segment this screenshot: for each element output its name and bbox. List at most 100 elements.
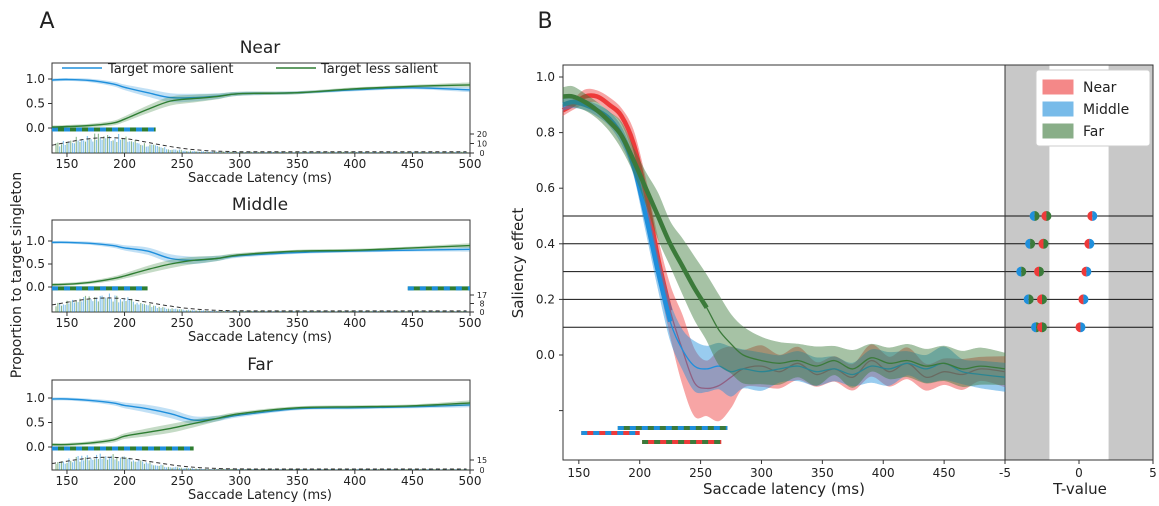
histogram-bar [217,311,219,312]
histogram-bar [252,469,254,470]
t-marker-near-middle [1081,266,1087,277]
histogram-bar [396,469,398,470]
histogram-bar [86,300,88,312]
histogram-bar [234,152,236,153]
histogram-bar [202,151,204,153]
x-tick-label: 500 [459,316,482,330]
x-tick-label: 200 [628,466,651,480]
histogram-bar [204,151,206,153]
histogram-bar [237,152,239,153]
histogram-bar [457,311,459,312]
histogram-bar [263,311,265,312]
histogram-bar [324,311,326,312]
histogram-bar [166,308,168,312]
histogram-bar [320,151,322,153]
histogram-bar [68,303,70,312]
t-marker-near-middle-half [1080,322,1086,333]
histogram-bar [136,142,138,153]
histogram-bar [352,151,354,153]
histogram-bar [425,469,427,470]
histogram-bar [84,295,87,312]
histogram-bar [252,311,254,312]
histogram-bar [114,138,116,153]
histogram-bar [64,463,66,470]
histogram-bar [420,468,422,470]
histogram-bar [60,144,63,153]
histogram-bar [444,310,446,312]
histogram-bar [118,302,120,312]
histogram-bar [259,152,262,153]
histogram-bar [99,295,101,312]
histogram-bar [329,468,332,470]
histogram-bar [154,145,157,153]
histogram-bar [269,311,271,312]
histogram-bar [261,152,263,153]
histogram-bar [433,468,435,470]
x-tick-label: 250 [171,474,194,488]
histogram-bar [272,151,274,153]
histogram-bar [241,469,243,470]
x-tick-label: 350 [286,474,309,488]
histogram-bar [418,311,420,312]
histogram-bar [423,152,426,153]
histogram-bar [239,152,241,153]
histogram-bar [199,310,201,312]
histogram-bar [298,311,300,312]
histogram-bar [285,311,287,312]
histogram-bar [291,311,293,312]
histogram-bar [296,469,298,470]
histogram-bar [309,310,311,312]
histogram-bar [213,311,216,312]
series-line-0 [51,241,471,262]
histogram-bar [145,146,147,153]
histogram-bar [234,469,236,470]
histogram-bar [294,468,297,470]
histogram-bar [103,297,105,312]
significance-bar [52,446,194,451]
histogram-bar [462,151,464,153]
histogram-bar [123,456,125,470]
histogram-bar [309,151,311,153]
histogram-bar [414,152,416,153]
histogram-bar [366,469,368,470]
histogram-bar [167,308,169,312]
histogram-bar [401,469,403,470]
histogram-bar [110,298,112,312]
t-marker-near-far-half [1043,238,1049,249]
histogram-bar [374,151,376,153]
histogram-bar [60,461,63,470]
t-marker-middle-far-half [1028,294,1034,305]
histogram-bar [162,307,164,312]
panel-label-b: B [537,9,552,34]
histogram-bar [377,468,379,470]
hist-tick-label: 17 [477,291,487,300]
histogram-bar [171,308,173,312]
histogram-bar [236,151,238,153]
t-marker-near-middle [1078,294,1084,305]
histogram-bar [245,310,247,312]
histogram-bar [311,152,313,153]
histogram-bar [81,138,83,153]
histogram-bar [173,308,175,312]
histogram-bar [114,295,116,312]
histogram-bar [119,299,122,312]
histogram-bar [390,468,392,470]
series-band-1 [52,82,470,129]
histogram-bar [339,311,341,312]
y-tick-label: 0.5 [26,416,45,430]
histogram-bar [322,469,324,470]
histogram-bar [331,469,333,470]
t-marker-near-far-half [1042,322,1047,333]
panel-a-ylabel: Proportion to target singleton [9,172,25,379]
histogram-bar [296,310,298,312]
histogram-bar [145,304,147,312]
histogram-bar [55,143,57,153]
x-tick-label: 250 [171,316,194,330]
histogram-bar [228,469,230,470]
histogram-bar [396,152,398,153]
histogram-bar [259,310,262,312]
histogram-bar [412,151,414,153]
histogram-bar [215,310,217,312]
histogram-bar [357,310,359,312]
histogram-bar [132,142,134,153]
